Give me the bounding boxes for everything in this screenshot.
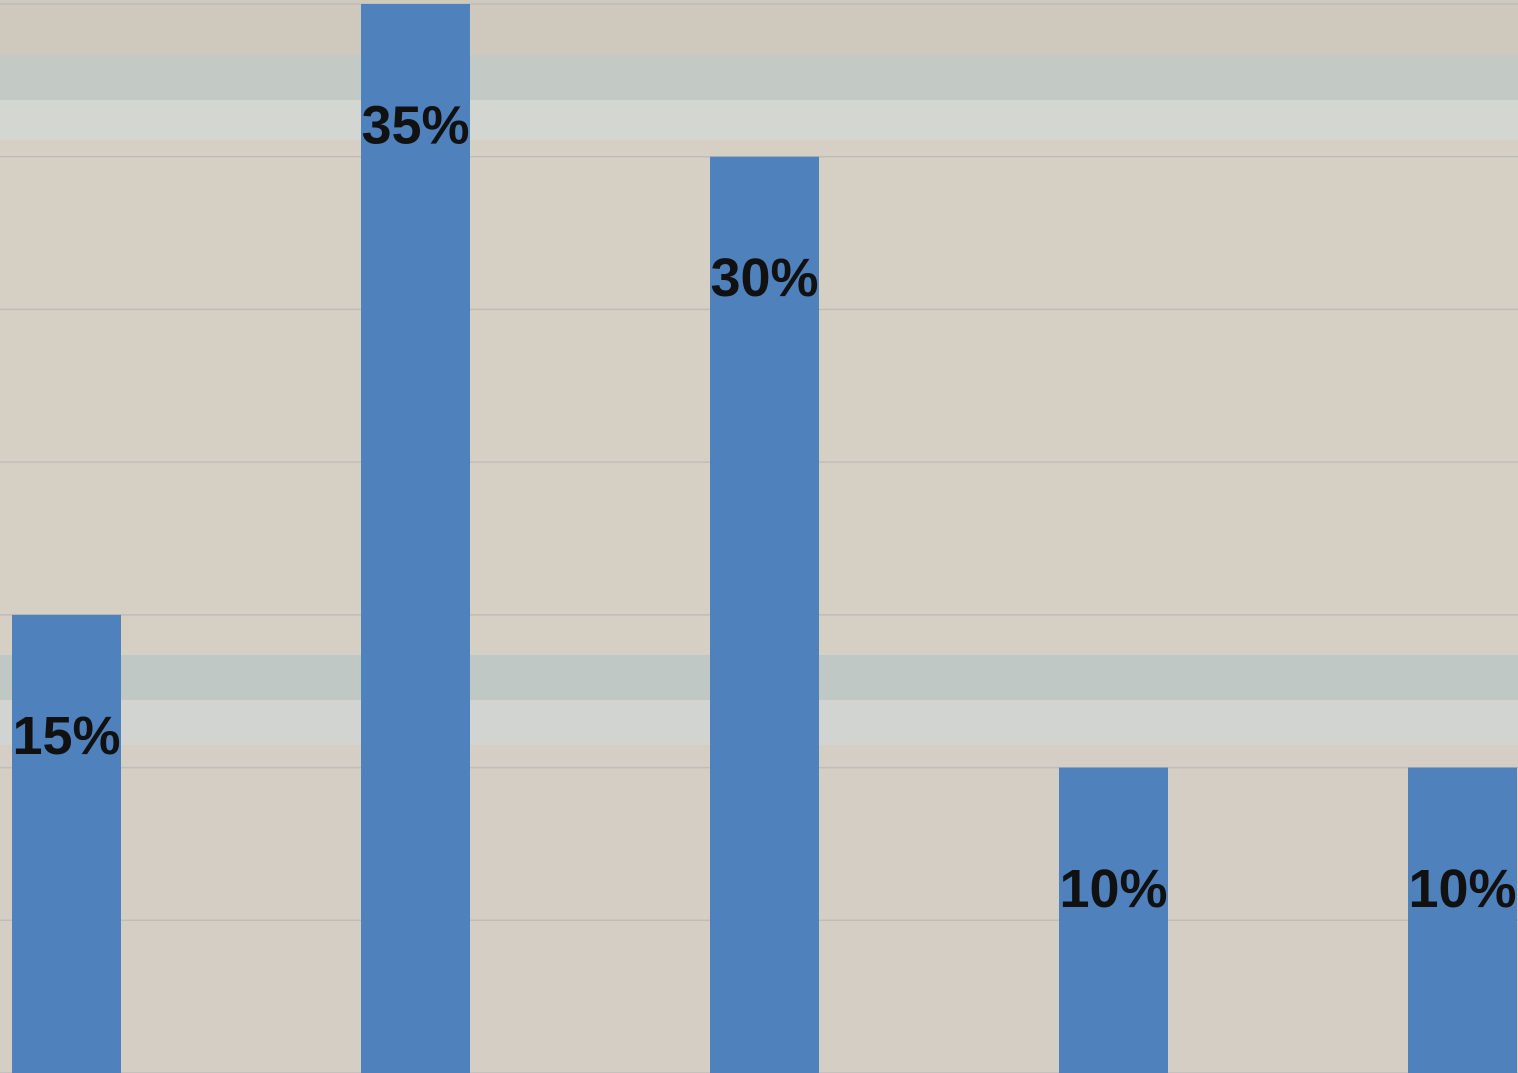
book-row: [0, 0, 1518, 55]
value-label: 10%: [1059, 859, 1167, 919]
bar: [710, 156, 819, 1073]
value-label: 35%: [361, 95, 469, 155]
bar: [1059, 767, 1168, 1073]
value-label: 30%: [710, 248, 818, 308]
bar: [12, 614, 121, 1073]
bar: [1408, 767, 1517, 1073]
value-label: 10%: [1408, 859, 1516, 919]
shelf: [0, 55, 1518, 100]
shelf-gap: [0, 100, 1518, 140]
value-label: 15%: [12, 706, 120, 766]
bar: [361, 4, 470, 1073]
